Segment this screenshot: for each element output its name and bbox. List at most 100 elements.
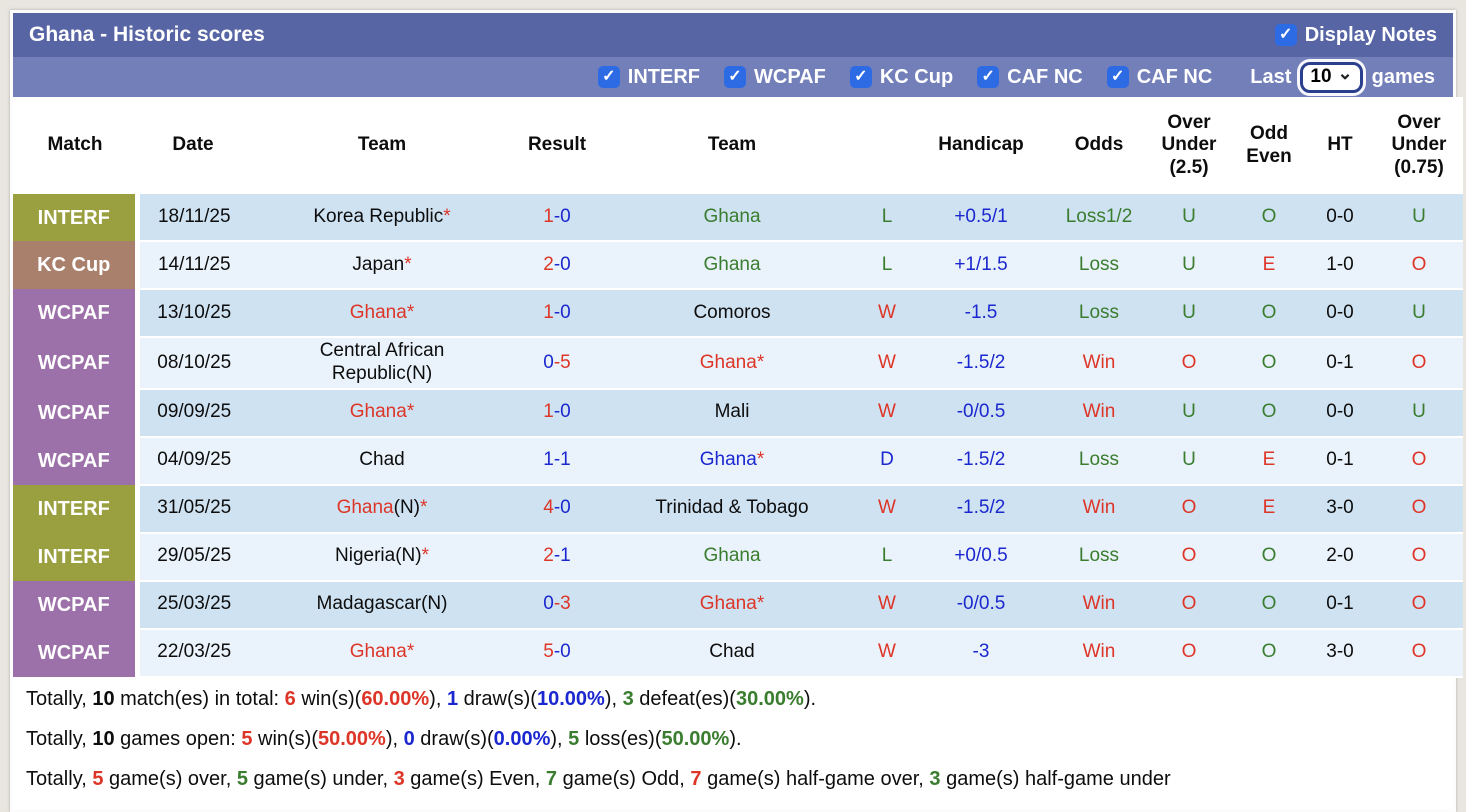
odds-cell: Loss [1053,241,1145,291]
text-segment: ), [385,727,404,750]
text-segment: ). [803,687,817,710]
odds-cell: Win [1053,628,1145,678]
checkbox-checked-icon[interactable]: ✓ [849,66,872,88]
odds-cell: Win [1053,580,1145,630]
date-cell: 29/05/25 [137,532,249,582]
display-notes-toggle[interactable]: ✓ Display Notes [1274,24,1437,47]
text-segment: Ghana [336,497,394,519]
result-cell: 1-0 [515,388,599,438]
home-score: 2 [543,253,554,275]
filter-checkbox-kc-cup[interactable]: ✓ KC Cup [849,65,954,89]
last-games-group: Last 10 ⌄ games [1250,61,1435,93]
text-segment: 30.00% [735,687,804,710]
table-row: INTERF 18/11/25 Korea Republic* 1-0 Ghana L +0… [13,194,1463,243]
result-letter-cell: W [865,337,909,390]
text-segment: Central African Republic(N) [319,340,445,385]
text-segment: 50.00% [318,727,386,750]
text-segment: 7 [545,767,558,790]
text-segment: game(s) over, [103,767,237,790]
text-segment: Ghana [703,253,761,275]
checkbox-checked-icon[interactable]: ✓ [977,66,1000,88]
last-label: Last [1250,65,1292,88]
text-segment: 5 [241,727,253,750]
filter-checkbox-interf[interactable]: ✓ INTERF [597,66,700,89]
over-under-2-5-cell: U [1145,436,1233,486]
result-cell: 5-0 [515,628,599,678]
over-under-0-75-cell: O [1375,580,1463,630]
date-cell: 09/09/25 [137,388,249,438]
result-cell: 0-3 [515,580,599,630]
filter-label: KC Cup [879,65,954,88]
text-segment: * [756,351,765,373]
filter-checkbox-caf-nc[interactable]: ✓ CAF NC [977,66,1083,89]
over-under-0-75-cell: O [1375,436,1463,486]
filter-label: CAF NC [1007,65,1083,88]
home-score: 0 [543,593,554,615]
text-segment: * [406,401,415,423]
text-segment: 10.00% [536,687,605,710]
checkbox-checked-icon[interactable]: ✓ [1106,66,1129,88]
home-team-cell: Japan* [249,241,515,291]
historic-scores-panel: Ghana - Historic scores ✓ Display Notes … [10,10,1463,812]
table-header-row: Match Date Team Result Team Handicap Odds Over … [13,97,1463,195]
column-header-team-home: Team [249,97,515,195]
result-cell: 2-1 [515,532,599,582]
text-segment: 0 [403,727,415,750]
date-cell: 18/11/25 [137,194,249,243]
column-header-odds: Odds [1053,97,1145,195]
checkbox-checked-icon[interactable]: ✓ [724,66,746,88]
over-under-2-5-cell: O [1145,532,1233,582]
text-segment: 3 [929,767,941,790]
table-row: WCPAF 13/10/25 Ghana* 1-0 Comoros W -1.5 Loss U O… [13,289,1463,339]
handicap-cell: -1.5 [909,289,1053,339]
summary-line: Totally, 10 match(es) in total: 6 win(s)… [26,688,1440,711]
home-score: 0 [543,351,554,373]
checkbox-checked-icon[interactable]: ✓ [597,66,620,88]
text-segment: Totally, [26,687,93,710]
result-cell: 1-0 [515,194,599,243]
text-segment: Trinidad & Tobago [655,497,809,519]
home-score: 1 [543,205,554,227]
home-team-cell: Korea Republic* [249,194,515,243]
text-segment: * [406,301,415,323]
filter-checkbox-caf-nc[interactable]: ✓ CAF NC [1106,66,1212,89]
text-segment: Korea Republic [313,205,444,227]
odds-cell: Loss [1053,289,1145,339]
over-under-2-5-cell: O [1145,337,1233,390]
over-under-2-5-cell: U [1145,241,1233,291]
totals-summary: Totally, 10 match(es) in total: 6 win(s)… [13,677,1453,809]
odd-even-cell: E [1233,484,1305,534]
text-segment: * [421,545,429,567]
date-cell: 04/09/25 [137,436,249,486]
home-team-cell: Ghana* [249,628,515,678]
away-team-cell: Ghana [599,241,865,291]
column-header-handicap: Handicap [909,97,1053,195]
text-segment: (N) [393,497,421,519]
ht-cell: 2-0 [1305,532,1375,582]
text-segment: ), [429,687,447,710]
odds-cell: Win [1053,388,1145,438]
text-segment: ). [729,727,742,750]
away-score: -0 [553,205,571,227]
games-count-value: 10 [1310,66,1332,87]
handicap-cell: -3 [909,628,1053,678]
over-under-0-75-cell: O [1375,337,1463,390]
text-segment: 1 [446,687,459,710]
date-cell: 14/11/25 [137,241,249,291]
result-letter-cell: L [865,194,909,243]
text-segment: ), [550,727,569,750]
text-segment: 5 [568,727,580,750]
away-score: -5 [553,351,571,373]
odd-even-cell: O [1233,337,1305,390]
ht-cell: 0-1 [1305,580,1375,630]
away-score: -0 [553,253,571,275]
text-segment: match(es) in total: [114,687,285,710]
filter-checkbox-wcpaf[interactable]: ✓ WCPAF [724,66,826,89]
games-count-select[interactable]: 10 ⌄ [1300,61,1363,93]
text-segment: 10 [92,687,115,710]
result-letter-cell: W [865,580,909,630]
text-segment: Totally, [26,767,93,790]
checkbox-checked-icon[interactable]: ✓ [1274,24,1297,46]
away-score: -1 [553,449,571,471]
odd-even-cell: O [1233,194,1305,243]
